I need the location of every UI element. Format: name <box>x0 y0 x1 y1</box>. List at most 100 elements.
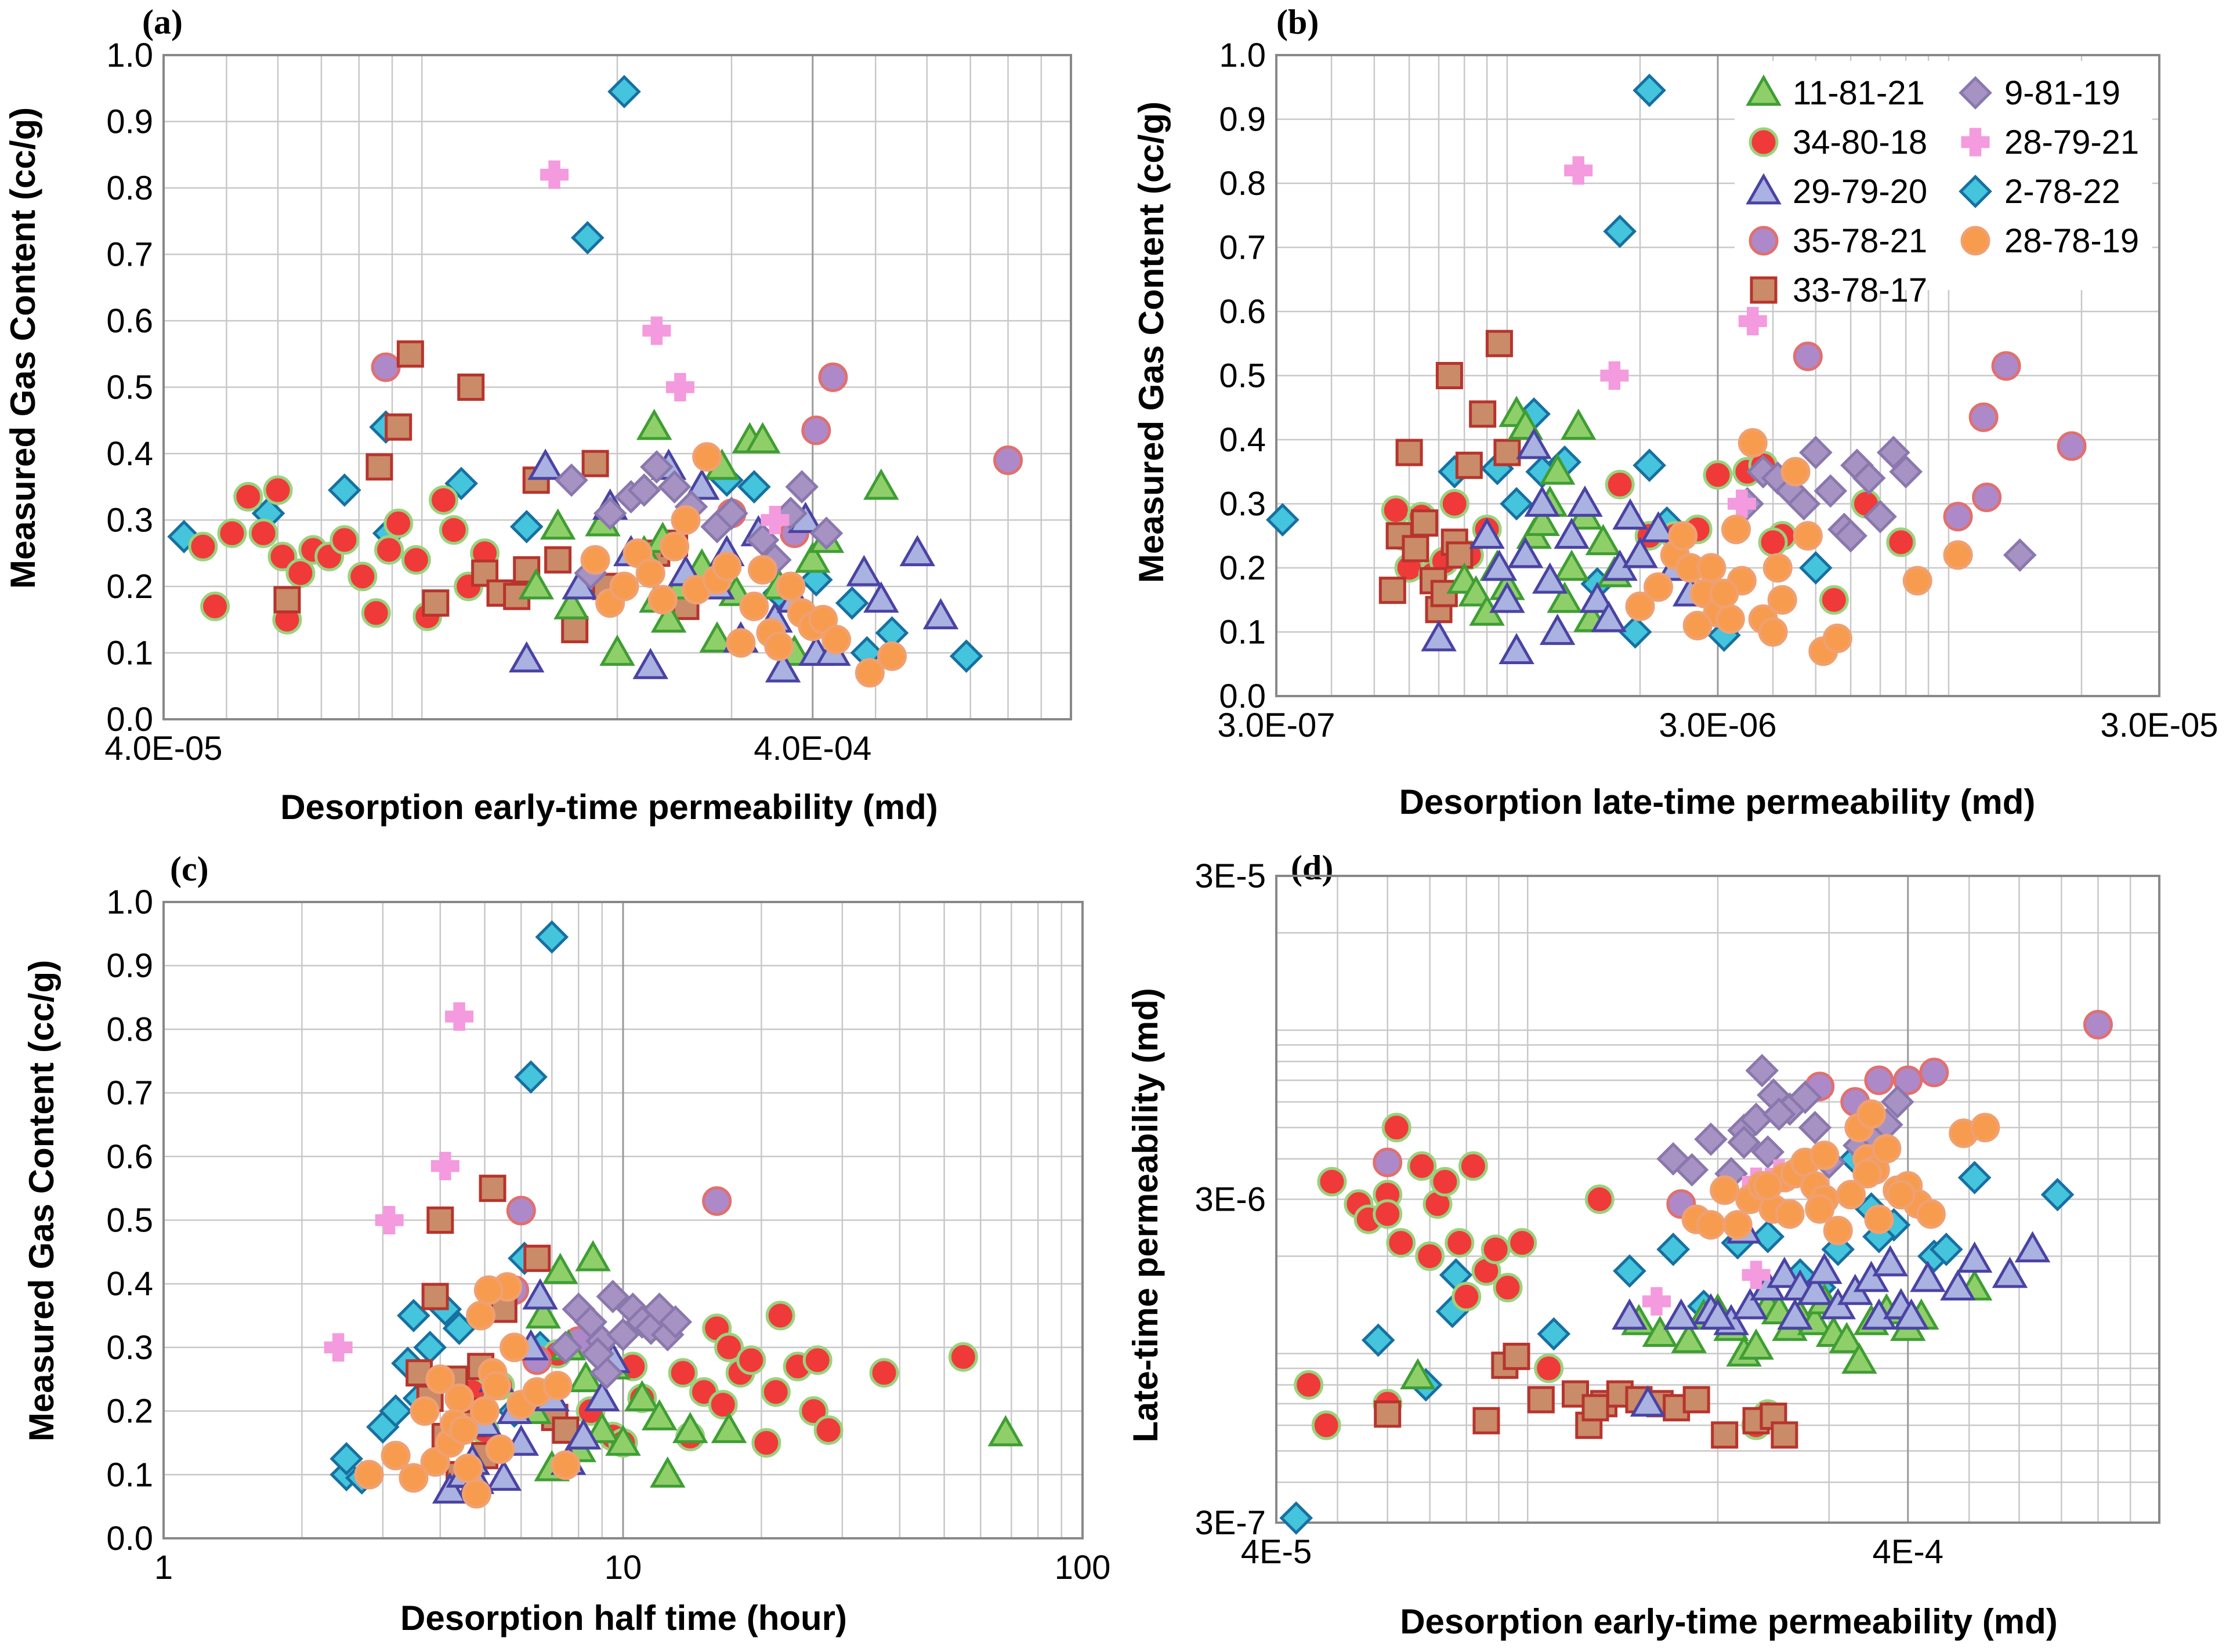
data-point <box>684 468 720 500</box>
x-tick-label: 1 <box>154 1549 173 1586</box>
data-point <box>1554 517 1590 549</box>
data-point <box>379 1394 412 1428</box>
y-tick-label: 0.2 <box>1219 549 1266 587</box>
data-point <box>1809 1140 1840 1171</box>
data-point <box>385 413 412 441</box>
legend-marker <box>1961 128 1990 157</box>
data-point <box>1797 1273 1833 1305</box>
data-point <box>553 588 589 620</box>
data-point <box>1294 1370 1324 1400</box>
data-point <box>1700 1298 1736 1330</box>
panel-c: (c) Measured Gas Content (cc/g) Desorpti… <box>22 850 1110 1637</box>
data-point <box>2083 1009 2113 1039</box>
data-point <box>1910 1260 1946 1292</box>
data-point <box>374 535 404 565</box>
data-point <box>1500 487 1533 521</box>
data-point <box>527 448 563 480</box>
legend-marker <box>1750 276 1778 304</box>
x-tick-label: 3.0E-05 <box>2100 707 2218 744</box>
data-point <box>1886 527 1916 557</box>
data-point <box>736 1345 766 1375</box>
data-point <box>1539 614 1576 645</box>
data-point <box>821 625 852 655</box>
y-tick-label: 3E-7 <box>1195 1504 1266 1542</box>
data-point <box>1738 428 1768 458</box>
data-point <box>552 1416 580 1444</box>
data-point <box>668 1358 698 1388</box>
data-point <box>1742 1260 1771 1289</box>
data-point <box>522 1278 558 1310</box>
x-tick-label: 10 <box>605 1549 642 1586</box>
data-point <box>365 453 393 481</box>
data-point <box>863 581 899 613</box>
y-tick-label: 3E-5 <box>1195 857 1266 895</box>
data-point <box>361 598 391 628</box>
data-point <box>518 568 554 600</box>
data-point <box>658 1305 693 1339</box>
y-tick-label: 0.9 <box>106 103 153 141</box>
y-tick-label: 0.3 <box>1219 486 1266 523</box>
data-point <box>1889 455 1923 489</box>
data-point <box>1696 553 1726 583</box>
data-point <box>396 340 424 368</box>
data-point <box>500 1332 530 1363</box>
data-point <box>565 1418 602 1450</box>
data-point <box>462 1479 492 1509</box>
data-point <box>1919 1057 1949 1088</box>
panel-c-frame <box>162 901 1084 1539</box>
data-point <box>1829 1321 1865 1353</box>
data-point <box>580 545 610 575</box>
legend-marker <box>1960 226 1990 256</box>
data-point <box>426 1207 454 1234</box>
data-point <box>570 221 605 255</box>
data-point <box>1758 527 1788 557</box>
data-point <box>776 571 806 602</box>
data-point <box>248 518 278 548</box>
data-point <box>624 1380 660 1411</box>
data-point <box>1940 1269 1976 1301</box>
data-point <box>1771 1421 1798 1449</box>
data-point <box>1696 1210 1726 1240</box>
data-point <box>1751 1219 1785 1254</box>
data-point <box>2003 538 2037 572</box>
data-point <box>641 1399 678 1430</box>
legend-entry: 33-78-17 <box>1793 271 1927 309</box>
data-point <box>627 473 661 507</box>
panel-d-frame <box>1275 875 2160 1524</box>
y-tick-label: 0.4 <box>106 1265 153 1303</box>
panel-b-ylabel: Measured Gas Content (cc/g) <box>1132 102 1171 583</box>
data-point <box>877 641 907 671</box>
data-point <box>1279 1501 1313 1535</box>
data-point <box>267 541 298 571</box>
data-point <box>1893 1298 1930 1330</box>
data-point <box>642 316 671 345</box>
y-tick-label: 0.7 <box>1219 229 1266 267</box>
data-point <box>466 1300 496 1331</box>
data-point <box>1613 1254 1646 1288</box>
data-point <box>1738 307 1767 336</box>
legend-entry: 28-79-21 <box>2004 124 2139 161</box>
data-point <box>439 515 469 545</box>
data-point <box>1710 1175 1740 1205</box>
panel-c-xlabel: Desorption half time (hour) <box>400 1599 847 1637</box>
data-point <box>1753 1171 1783 1201</box>
x-tick-label: 3.0E-07 <box>1217 707 1335 744</box>
data-point <box>761 1377 791 1407</box>
y-tick-label: 0.3 <box>106 502 153 539</box>
data-point <box>1992 1256 2028 1288</box>
data-point <box>549 1331 582 1364</box>
data-point <box>1671 1321 1707 1353</box>
data-point <box>993 445 1023 475</box>
data-point <box>584 1380 620 1411</box>
data-point <box>542 1371 573 1401</box>
panel-b-label: (b) <box>1276 3 1319 41</box>
data-point <box>444 1383 475 1414</box>
data-point <box>1402 535 1429 563</box>
data-point <box>1805 1194 1835 1224</box>
data-point <box>514 1060 548 1094</box>
data-point <box>471 559 499 587</box>
data-point <box>1395 439 1423 466</box>
data-point <box>1853 1260 1890 1292</box>
data-point <box>1814 474 1848 508</box>
data-point <box>1516 428 1552 459</box>
